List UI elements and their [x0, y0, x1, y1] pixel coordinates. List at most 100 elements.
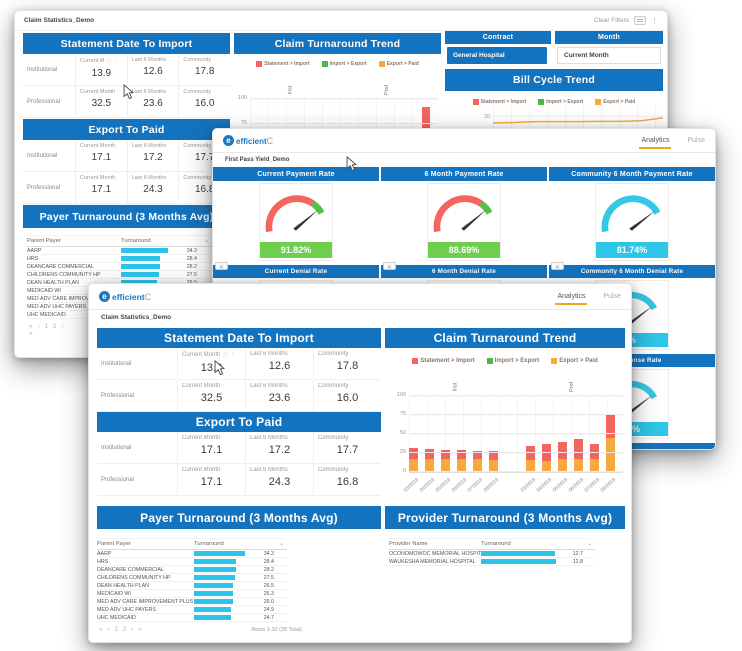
col-header-provider-name[interactable]: Provider Name: [389, 541, 428, 547]
tab-pulse[interactable]: Pulse: [603, 293, 621, 300]
legend-swatch: [256, 61, 263, 67]
sort-icon[interactable]: ⌄: [587, 541, 592, 547]
tab-analytics[interactable]: Analytics: [555, 289, 588, 305]
gauge-dial-icon: [260, 186, 334, 236]
front-left-column: Statement Date To Import Institutional C…: [97, 326, 381, 642]
col-header-turnaround[interactable]: Turnaround: [194, 541, 224, 547]
widget-toolbar-icon[interactable]: ▤: [383, 262, 396, 270]
stat-value: 17.1: [200, 444, 223, 456]
info-icon[interactable]: ⓘ: [106, 59, 112, 65]
panel-header-payer: Payer Turnaround (3 Months Avg): [23, 205, 230, 228]
table-row[interactable]: HRS 28.4: [97, 558, 287, 566]
stat-value: 13.9: [200, 362, 223, 374]
table-row[interactable]: DEAN HEALTH PLAN 26.5: [97, 582, 287, 590]
stat-value: 16.0: [194, 98, 215, 109]
clear-filters-button[interactable]: Clear Filters: [593, 17, 629, 24]
panel-header-trend: Claim Turnaround Trend: [234, 33, 441, 54]
claim-turnaround-chart: Inst Prof 0 25 50 75 100 03/2019 04/2019 05/20…: [385, 372, 625, 506]
gauge-dial-icon: [428, 186, 502, 236]
table-row[interactable]: CHILDRENS COMMUNITY HP 27.5: [97, 574, 287, 582]
stat-value: 23.6: [268, 392, 291, 404]
stat-value: 17.1: [200, 476, 223, 488]
stat-value: 23.6: [143, 98, 163, 109]
table-row[interactable]: AARP 34.3: [97, 550, 287, 558]
table-row[interactable]: UHC MEDICAID 24.7: [97, 614, 287, 622]
panel-header: Community 6 Month Denial Rate: [549, 265, 715, 278]
panel-header-export: Export To Paid: [23, 119, 230, 140]
table-row[interactable]: AARP 34.3: [27, 247, 212, 255]
filter-header-contract: Contract: [445, 31, 551, 44]
table-row[interactable]: WAUKESHA MEMORIAL HOSPITAL 12.8: [389, 558, 595, 566]
stat-value: 16.8: [336, 476, 359, 488]
stat-row-institutional: Institutional Current Month ⓘ ⋮ 13.9 Last 6…: [97, 348, 381, 380]
col-header-parent-payer[interactable]: Parent Payer: [97, 541, 131, 547]
tab-pulse[interactable]: Pulse: [687, 137, 705, 144]
pagination[interactable]: « ‹ 1 2 › » Rows 1-10 (28 Total): [99, 626, 302, 633]
panel-header-payer: Payer Turnaround (3 Months Avg): [97, 506, 381, 529]
front-right-column: Claim Turnaround Trend Statement > Impor…: [385, 326, 625, 642]
brand-e-icon: e: [99, 291, 110, 302]
row-label: Professional: [27, 98, 61, 105]
row-label: Institutional: [101, 360, 132, 367]
month-dropdown[interactable]: Current Month: [557, 47, 661, 64]
col-header-turnaround[interactable]: Turnaround: [481, 541, 511, 547]
col-header-turnaround[interactable]: Turnaround: [121, 238, 151, 244]
payment-rate-headers: Current Payment Rate 6 Month Payment Rat…: [213, 167, 715, 181]
legend-swatch: [412, 358, 419, 364]
stat-value: 17.7: [194, 152, 215, 163]
kebab-icon[interactable]: ⋮: [229, 352, 236, 358]
stat-value: 13.9: [91, 68, 112, 79]
table-row[interactable]: CHILDRENS COMMUNITY HP 27.5: [27, 271, 212, 279]
legend-swatch: [595, 99, 602, 105]
statement-table: Institutional Current Month ⓘ ⋮ 13.9 Last 6…: [97, 348, 381, 412]
panel-header: 6 Month Denial Rate: [381, 265, 547, 278]
payer-table: Parent Payer Turnaround ⌄ AARP 34.3 HRS: [97, 538, 287, 622]
row-label: Institutional: [101, 444, 132, 451]
window-claim-statistics-front: e efficientC Analytics Pulse Claim Stati…: [88, 283, 632, 643]
chart-legend: Statement > Import Import > Export Expor…: [234, 61, 441, 67]
layout-grid-icon[interactable]: [634, 16, 646, 25]
gauge-value-badge: 81.74%: [596, 242, 668, 258]
page-title: Claim Statistics_Demo: [101, 314, 172, 321]
table-row[interactable]: DEANCARE COMMERCIAL 28.2: [27, 263, 212, 271]
row-label: Professional: [101, 476, 135, 483]
menu-kebab-icon[interactable]: ⋮: [651, 17, 658, 25]
table-row[interactable]: MEDICAID WI 26.3: [97, 590, 287, 598]
stat-value: 32.5: [200, 392, 223, 404]
legend-swatch: [472, 99, 479, 105]
tab-analytics[interactable]: Analytics: [639, 133, 672, 149]
panel-header-statement: Statement Date To Import: [23, 33, 230, 54]
table-row[interactable]: MED ADV UHC PAYERS 24.9: [97, 606, 287, 614]
info-icon[interactable]: ⓘ: [222, 353, 228, 359]
sort-icon[interactable]: ⌄: [204, 238, 209, 244]
table-row[interactable]: OCONOMOWOC MEMORIAL HOSPITAL 12.7: [389, 550, 595, 558]
stat-value: 17.1: [91, 184, 112, 195]
panel-header-trend: Claim Turnaround Trend: [385, 328, 625, 348]
gauge-dial-icon: [596, 186, 670, 236]
widget-toolbar-icon[interactable]: ▤: [215, 262, 228, 270]
panel-header-statement: Statement Date To Import: [97, 328, 381, 348]
stat-value: 17.2: [143, 152, 163, 163]
stat-value: 17.2: [268, 444, 291, 456]
widget-toolbar-icon[interactable]: ▤: [551, 262, 564, 270]
sort-icon[interactable]: ⌄: [279, 541, 284, 547]
row-label: Institutional: [27, 152, 58, 159]
legend-swatch: [321, 61, 328, 67]
table-row[interactable]: MED ADV CARE IMPROVEMENT PLUS 26.0: [97, 598, 287, 606]
col-header-parent-payer[interactable]: Parent Payer: [27, 238, 61, 244]
panel-header: 6 Month Payment Rate: [381, 167, 547, 181]
table-row[interactable]: DEANCARE COMMERCIAL 28.2: [97, 566, 287, 574]
chart-legend: Statement > Import Import > Export Expor…: [445, 99, 663, 105]
stat-value: 17.1: [91, 152, 112, 163]
legend-swatch: [486, 358, 493, 364]
legend-swatch: [378, 61, 385, 67]
kebab-icon[interactable]: ⋮: [113, 58, 120, 64]
table-row[interactable]: HRS 28.4: [27, 255, 212, 263]
gauge-value-badge: 91.82%: [260, 242, 332, 258]
contract-filter-chip[interactable]: General Hospital: [447, 47, 547, 64]
export-table: Institutional Current Month 17.1 Last 6 M…: [23, 140, 230, 204]
export-table: Institutional Current Month 17.1 Last 6 M…: [97, 432, 381, 496]
back-left-column: Statement Date To Import Institutional C…: [23, 31, 230, 357]
stat-value: 12.6: [143, 66, 163, 77]
